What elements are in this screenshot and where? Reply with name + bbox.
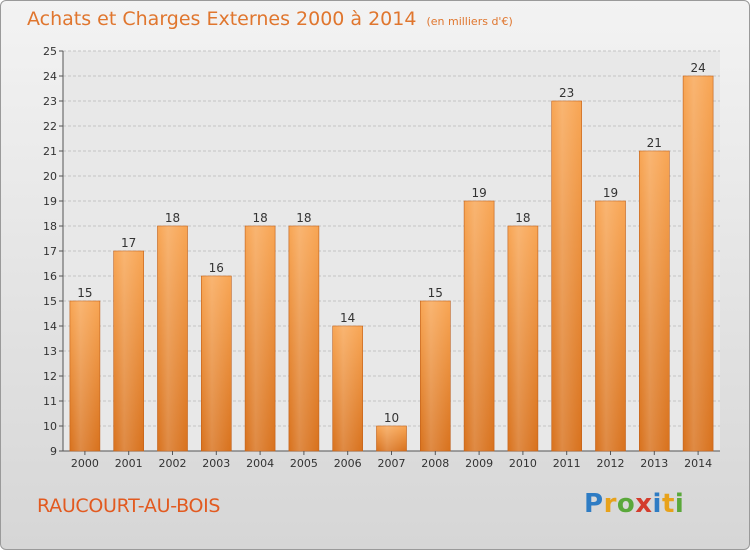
value-label-2007: 10: [384, 411, 399, 425]
value-label-2012: 19: [603, 186, 618, 200]
x-tick-label-2010: 2010: [509, 457, 537, 470]
x-tick-label-2007: 2007: [378, 457, 406, 470]
chart-title-block: Achats et Charges Externes 2000 à 2014 (e…: [27, 8, 513, 30]
bar-shine-2007: [376, 426, 407, 451]
y-tick-label-14: 14: [43, 320, 57, 333]
y-tick-label-17: 17: [43, 245, 57, 258]
value-label-2001: 17: [121, 236, 136, 250]
x-tick-label-2013: 2013: [640, 457, 668, 470]
bar-shine-2011: [551, 101, 582, 451]
value-label-2000: 15: [77, 286, 92, 300]
x-tick-label-2011: 2011: [553, 457, 581, 470]
bar-shine-2002: [157, 226, 188, 451]
value-label-2004: 18: [252, 211, 267, 225]
x-tick-label-2014: 2014: [684, 457, 712, 470]
x-tick-label-2000: 2000: [71, 457, 99, 470]
bar-shine-2004: [245, 226, 276, 451]
bar-shine-2006: [332, 326, 363, 451]
value-label-2013: 21: [647, 136, 662, 150]
y-tick-label-18: 18: [43, 220, 57, 233]
y-tick-label-19: 19: [43, 195, 57, 208]
y-tick-label-22: 22: [43, 120, 57, 133]
value-label-2009: 19: [471, 186, 486, 200]
value-label-2006: 14: [340, 311, 355, 325]
y-tick-label-24: 24: [43, 70, 57, 83]
y-tick-label-23: 23: [43, 95, 57, 108]
x-tick-label-2003: 2003: [202, 457, 230, 470]
y-tick-label-16: 16: [43, 270, 57, 283]
y-tick-label-20: 20: [43, 170, 57, 183]
x-tick-label-2002: 2002: [159, 457, 187, 470]
commune-name: RAUCOURT-AU-BOIS: [37, 495, 221, 517]
chart-title: Achats et Charges Externes 2000 à 2014: [27, 8, 417, 30]
value-label-2003: 16: [209, 261, 224, 275]
y-tick-label-13: 13: [43, 345, 57, 358]
x-tick-label-2009: 2009: [465, 457, 493, 470]
x-tick-label-2006: 2006: [334, 457, 362, 470]
bar-shine-2013: [639, 151, 670, 451]
bar-shine-2012: [595, 201, 626, 451]
y-tick-label-25: 25: [43, 45, 57, 58]
chart-unit: (en milliers d'€): [426, 15, 513, 28]
bar-shine-2001: [113, 251, 144, 451]
bar-shine-2009: [464, 201, 495, 451]
bar-shine-2010: [507, 226, 538, 451]
x-tick-label-2012: 2012: [597, 457, 625, 470]
x-tick-label-2001: 2001: [115, 457, 143, 470]
y-tick-label-12: 12: [43, 370, 57, 383]
y-tick-label-10: 10: [43, 420, 57, 433]
value-label-2002: 18: [165, 211, 180, 225]
y-tick-label-11: 11: [43, 395, 57, 408]
value-label-2008: 15: [428, 286, 443, 300]
bar-shine-2014: [683, 76, 714, 451]
x-tick-label-2004: 2004: [246, 457, 274, 470]
value-label-2014: 24: [690, 61, 705, 75]
y-tick-label-15: 15: [43, 295, 57, 308]
bar-shine-2003: [201, 276, 232, 451]
y-tick-label-21: 21: [43, 145, 57, 158]
bar-shine-2005: [288, 226, 319, 451]
proxiti-logo: Proxiti: [584, 489, 685, 519]
y-tick-label-9: 9: [50, 445, 57, 458]
value-label-2011: 23: [559, 86, 574, 100]
value-label-2010: 18: [515, 211, 530, 225]
bar-shine-2000: [69, 301, 100, 451]
value-label-2005: 18: [296, 211, 311, 225]
x-tick-label-2008: 2008: [421, 457, 449, 470]
bar-shine-2008: [420, 301, 451, 451]
x-tick-label-2005: 2005: [290, 457, 318, 470]
